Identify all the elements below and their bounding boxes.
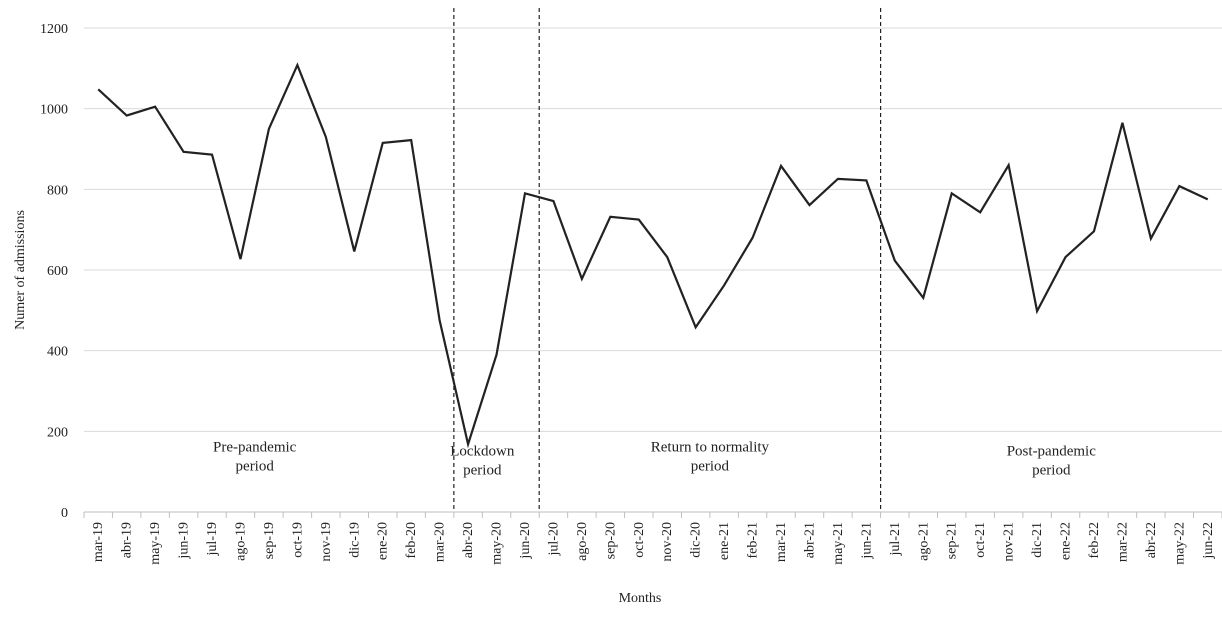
x-tick-label: dic-19 <box>347 522 362 558</box>
x-tick-label: abr-21 <box>802 522 817 558</box>
y-tick-label: 400 <box>47 345 68 360</box>
x-tick-label: abr-22 <box>1144 522 1159 558</box>
x-tick-labels: mar-19 abr-19 may-19 jun-19 jul-19 ago-19 sep-… <box>91 522 1216 565</box>
x-tick-label: sep-19 <box>262 522 277 559</box>
x-tick-label: ene-20 <box>376 522 391 560</box>
x-tick-label: jul-19 <box>205 522 220 556</box>
period-dividers <box>453 8 882 512</box>
y-axis-title: Numer of admissions <box>13 210 28 330</box>
x-tick-label: feb-21 <box>746 522 761 559</box>
series-line-0 <box>97 62 1209 449</box>
x-tick-label: mar-19 <box>91 522 106 562</box>
x-tick-label: sep-20 <box>603 522 618 559</box>
x-tick-label: may-20 <box>490 522 505 565</box>
y-tick-label: 1200 <box>40 22 68 37</box>
x-axis-title: Months <box>619 591 662 606</box>
y-tick-label: 800 <box>47 183 68 198</box>
y-tick-label: 1000 <box>40 103 68 118</box>
x-tick-label: may-21 <box>831 522 846 565</box>
x-tick-label: mar-21 <box>774 522 789 562</box>
series-layer <box>97 62 1209 449</box>
x-tick-label: jun-22 <box>1201 522 1216 560</box>
x-tick-label: ago-20 <box>575 522 590 561</box>
period-annotations: Pre-pandemic period Lockdown period Return t… <box>213 440 1096 479</box>
x-tick-label: jun-20 <box>518 522 533 560</box>
x-tick-label: ago-19 <box>233 522 248 561</box>
annotation-lockdown: Lockdown period <box>450 444 515 479</box>
x-tick-label: abr-20 <box>461 522 476 558</box>
x-tick-label: jun-19 <box>177 522 192 560</box>
x-tick-label: jul-20 <box>546 522 561 556</box>
annotation-post-pandemic: Post-pandemic period <box>1007 444 1096 479</box>
x-tick-label: ene-21 <box>717 522 732 560</box>
x-tick-label: mar-22 <box>1115 522 1130 562</box>
x-tick-label: jun-21 <box>859 522 874 560</box>
x-tick-label: feb-22 <box>1087 522 1102 559</box>
y-tick-label: 600 <box>47 264 68 279</box>
x-tick-label: mar-20 <box>433 522 448 562</box>
x-tick-label: sep-21 <box>945 522 960 559</box>
x-tick-label: nov-19 <box>319 522 334 562</box>
x-tick-label: nov-20 <box>660 522 675 562</box>
x-tick-label: ago-21 <box>916 522 931 561</box>
x-tick-label: feb-20 <box>404 522 419 559</box>
y-tick-label: 0 <box>61 506 68 521</box>
x-tick-label: oct-19 <box>290 522 305 558</box>
x-tick-label: nov-21 <box>1002 522 1017 562</box>
x-tick-label: may-22 <box>1172 522 1187 565</box>
x-tick-label: may-19 <box>148 522 163 565</box>
y-tick-label: 200 <box>47 425 68 440</box>
x-tick-label: dic-21 <box>1030 522 1045 558</box>
x-tick-label: abr-19 <box>120 522 135 558</box>
y-tick-labels: 0 200 400 600 800 1000 1200 <box>40 22 68 521</box>
x-tick-label: jul-21 <box>888 522 903 556</box>
x-tick-label: dic-20 <box>689 522 704 558</box>
grid-layer <box>83 27 1222 518</box>
x-tick-label: ene-22 <box>1059 522 1074 560</box>
x-tick-label: oct-20 <box>632 522 647 558</box>
x-tick-label: oct-21 <box>973 522 988 558</box>
annotation-pre-pandemic: Pre-pandemic period <box>213 440 297 475</box>
annotation-return-normality: Return to normality period <box>651 440 770 475</box>
